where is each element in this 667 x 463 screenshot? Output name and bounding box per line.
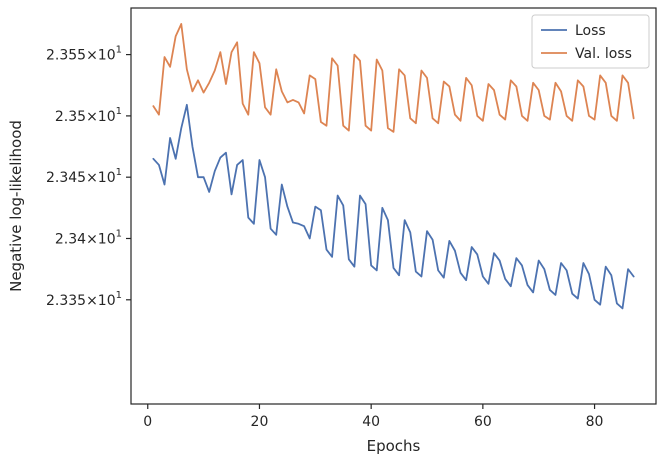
- y-axis-title: Negative log-likelihood: [7, 120, 25, 292]
- x-tick-label: 40: [362, 414, 380, 430]
- y-tick-times: ×: [86, 48, 98, 64]
- y-tick-base: 10: [98, 109, 116, 125]
- y-tick-mantissa: 2.35: [55, 109, 86, 125]
- y-tick-times: ×: [86, 170, 98, 186]
- legend-box: [531, 14, 650, 69]
- series-line-loss: [152, 103, 635, 310]
- y-tick-exponent: 1: [116, 45, 122, 56]
- x-tick-label: 80: [586, 414, 604, 430]
- series-layer: [152, 23, 635, 310]
- y-tick-label: 2.335×101: [46, 290, 122, 309]
- y-tick-mantissa: 2.34: [55, 231, 86, 247]
- y-tick-times: ×: [86, 231, 98, 247]
- y-tick-base: 10: [98, 170, 116, 186]
- y-tick-label: 2.345×101: [46, 167, 122, 186]
- y-tick-times: ×: [86, 109, 98, 125]
- axes-layer: 0 20 40 60 802.335×1012.34×1012.345×1012.35×…: [46, 7, 657, 430]
- y-tick-exponent: 1: [116, 167, 122, 178]
- legend-label: Val. loss: [575, 46, 632, 62]
- x-tick-label: 60: [474, 414, 492, 430]
- x-axis-title: Epochs: [367, 437, 421, 455]
- series-line-val-loss: [152, 23, 635, 133]
- y-tick-mantissa: 2.335: [46, 293, 86, 309]
- y-tick-base: 10: [98, 231, 116, 247]
- y-tick-exponent: 1: [116, 106, 122, 117]
- y-tick-label: 2.35×101: [55, 106, 122, 125]
- y-tick-exponent: 1: [116, 228, 122, 239]
- x-tick-label: 20: [251, 414, 269, 430]
- y-tick-exponent: 1: [116, 290, 122, 301]
- y-tick-base: 10: [98, 48, 116, 64]
- legend: Loss Val. loss: [531, 14, 650, 69]
- legend-label: Loss: [575, 23, 606, 39]
- x-tick-label: 0: [143, 414, 152, 430]
- y-tick-mantissa: 2.355: [46, 48, 86, 64]
- y-tick-label: 2.34×101: [55, 228, 122, 247]
- y-tick-mantissa: 2.345: [46, 170, 86, 186]
- y-tick-base: 10: [98, 293, 116, 309]
- y-tick-label: 2.355×101: [46, 45, 122, 64]
- axes-frame: [130, 7, 657, 405]
- y-tick-times: ×: [86, 293, 98, 309]
